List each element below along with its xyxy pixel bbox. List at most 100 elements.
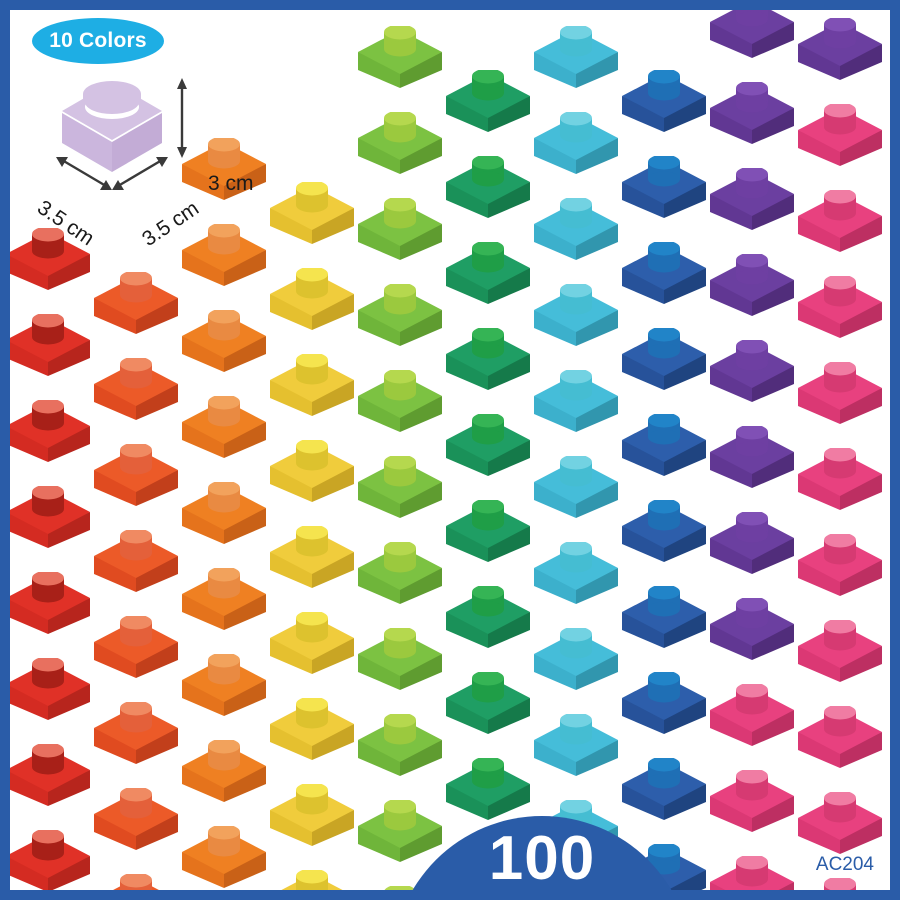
- brick-cyan: [526, 198, 626, 284]
- brick-red: [10, 486, 98, 572]
- brick-blue: [614, 586, 714, 672]
- brick-red: [10, 228, 98, 314]
- brick-shape: [446, 70, 530, 132]
- brick-shape: [622, 328, 706, 390]
- brick-shape: [798, 276, 882, 338]
- brick-shape: [10, 228, 90, 290]
- height-dimension-label: 3 cm: [208, 172, 254, 195]
- brick-shape: [798, 362, 882, 424]
- brick-yellow: [262, 784, 362, 870]
- brick-shape: [358, 284, 442, 346]
- brick-shape: [446, 156, 530, 218]
- brick-red: [10, 572, 98, 658]
- brick-light-green: [350, 628, 450, 714]
- brick-pink: [790, 534, 890, 620]
- brick-shape: [622, 242, 706, 304]
- brick-shape: [182, 826, 266, 888]
- brick-orange-red: [86, 272, 186, 358]
- brick-orange-red: [86, 788, 186, 874]
- brick-pink: [790, 190, 890, 276]
- brick-shape: [798, 534, 882, 596]
- brick-shape: [10, 744, 90, 806]
- brick-shape: [710, 168, 794, 230]
- brick-shape: [710, 598, 794, 660]
- brick-blue: [614, 242, 714, 328]
- brick-cyan: [526, 542, 626, 628]
- brick-light-green: [350, 112, 450, 198]
- brick-orange-red: [86, 616, 186, 702]
- brick-purple: [702, 598, 802, 684]
- brick-shape: [534, 456, 618, 518]
- brick-red: [10, 830, 98, 890]
- brick-shape: [270, 612, 354, 674]
- brick-blue: [614, 156, 714, 242]
- brick-shape: [534, 714, 618, 776]
- brick-blue: [614, 758, 714, 844]
- brick-shape: [798, 792, 882, 854]
- quantity-count: 100: [488, 824, 596, 890]
- brick-red: [10, 658, 98, 744]
- brick-orange: [174, 482, 274, 568]
- brick-shape: [358, 198, 442, 260]
- brick-shape: [710, 512, 794, 574]
- brick-shape: [622, 500, 706, 562]
- brick-shape: [182, 310, 266, 372]
- brick-shape: [798, 190, 882, 252]
- brick-shape: [798, 620, 882, 682]
- brick-light-green: [350, 26, 450, 112]
- brick-blue: [614, 672, 714, 758]
- brick-shape: [358, 628, 442, 690]
- brick-light-green: [350, 542, 450, 628]
- brick-green: [438, 242, 538, 328]
- brick-shape: [358, 542, 442, 604]
- brick-shape: [94, 616, 178, 678]
- depth-arrow: [112, 157, 168, 190]
- brick-shape: [824, 878, 856, 890]
- brick-shape: [710, 856, 794, 890]
- brick-shape: [446, 414, 530, 476]
- brick-blue: [614, 500, 714, 586]
- brick-green: [438, 500, 538, 586]
- brick-red: [10, 314, 98, 400]
- brick-shape: [710, 426, 794, 488]
- brick-shape: [113, 874, 159, 890]
- brick-shape: [710, 684, 794, 746]
- brick-shape: [534, 26, 618, 88]
- brick-light-green: [350, 800, 450, 886]
- brick-yellow: [262, 698, 362, 784]
- colors-count-badge: 10 Colors: [32, 18, 164, 64]
- brick-blue: [614, 328, 714, 414]
- brick-cyan: [526, 112, 626, 198]
- brick-shape: [94, 444, 178, 506]
- brick-shape: [710, 340, 794, 402]
- brick-shape: [182, 568, 266, 630]
- brick-shape: [270, 354, 354, 416]
- dimension-diagram-svg: [56, 78, 187, 190]
- brick-shape: [358, 370, 442, 432]
- brick-shape: [798, 18, 882, 80]
- brick-orange: [174, 740, 274, 826]
- brick-shape: [358, 456, 442, 518]
- brick-light-green: [350, 284, 450, 370]
- brick-orange: [174, 654, 274, 740]
- brick-shape: [94, 702, 178, 764]
- brick-purple: [702, 82, 802, 168]
- brick-cyan: [526, 370, 626, 456]
- brick-orange: [174, 310, 274, 396]
- brick-cyan: [526, 714, 626, 800]
- brick-green: [438, 328, 538, 414]
- brick-shape: [384, 886, 416, 890]
- brick-pink: [790, 620, 890, 706]
- brick-shape: [182, 482, 266, 544]
- brick-shape: [622, 414, 706, 476]
- brick-purple: [702, 254, 802, 340]
- brick-red: [10, 400, 98, 486]
- brick-yellow: [262, 182, 362, 268]
- brick-orange: [174, 224, 274, 310]
- brick-shape: [270, 182, 354, 244]
- brick-pink: [790, 706, 890, 792]
- brick-orange-red: [86, 702, 186, 788]
- brick-red: [10, 744, 98, 830]
- brick-shape: [710, 10, 794, 58]
- brick-shape: [270, 526, 354, 588]
